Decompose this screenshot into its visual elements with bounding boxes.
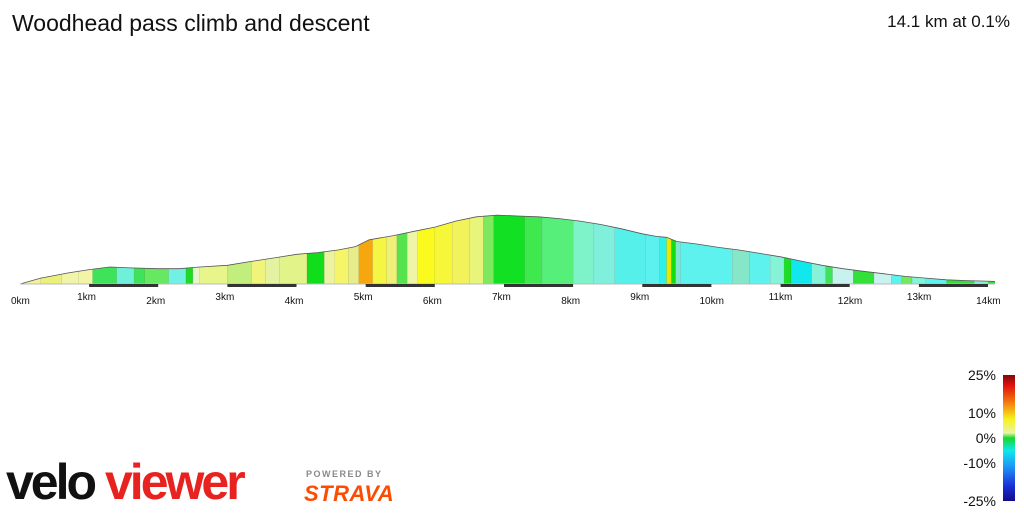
gradient-segment [92,215,117,284]
gradient-segment [770,215,785,284]
gradient-segment [227,215,252,284]
x-tick-label: 5km [354,292,373,303]
km-band [227,284,297,287]
x-tick-label: 8km [561,296,580,307]
legend-label: 0% [976,430,996,446]
legend-label: -25% [963,493,996,509]
gradient-segment [61,215,79,284]
km-band [918,284,988,287]
gradient-segment [168,215,187,284]
x-tick-label: 11km [769,292,793,303]
gradient-segment [279,215,308,284]
gradient-segment [614,215,647,284]
gradient-segment [192,215,200,284]
x-tick-label: 0km [11,296,30,307]
x-tick-label: 2km [146,296,165,307]
gradient-segment [469,215,484,284]
gradient-legend-bar [1003,375,1015,501]
gradient-segment [524,215,543,284]
elevation-profile-chart: 0km 1km 2km 3km 4km 5km 6km 7km 8km 9km 10km 11km 12… [11,214,1001,307]
gradient-segment [825,215,833,284]
gradient-segments [20,215,995,284]
strava-logo: STRAVA [304,481,395,506]
km-band [642,284,712,287]
gradient-segment [493,215,526,284]
gradient-segment [452,215,470,284]
km-band [780,284,850,287]
x-tick-label: 7km [492,292,511,303]
veloviewer-logo-velo: velo [6,454,96,510]
gradient-segment [407,215,418,284]
x-tick-label: 14km [976,296,1000,307]
route-summary: 14.1 km at 0.1% [887,12,1010,31]
veloviewer-logo-viewer: viewer [105,454,245,510]
gradient-legend-labels: 25% 10% 0% -10% -25% [963,367,996,509]
gradient-segment [144,215,169,284]
x-tick-label: 9km [630,292,649,303]
km-band [504,284,574,287]
gradient-segment [925,215,947,284]
gradient-segment [40,215,62,284]
gradient-segment [732,215,750,284]
gradient-segment [832,215,854,284]
gradient-segment [20,215,41,284]
gradient-segment [671,215,676,284]
gradient-segment [891,215,902,284]
gradient-segment [133,215,145,284]
km-band [89,284,159,287]
gradient-segment [680,215,733,284]
gradient-segment [811,215,826,284]
km-band [365,284,435,287]
km-bands [89,284,988,287]
legend-label: 25% [968,367,996,383]
gradient-segment [483,215,494,284]
gradient-segment [417,215,436,284]
x-tick-label: 10km [700,296,724,307]
x-tick-label: 13km [907,292,931,303]
x-tick-label: 4km [285,296,304,307]
gradient-segment [873,215,892,284]
gradient-segment [348,215,360,284]
legend-label: -10% [963,455,996,471]
gradient-segment [306,215,325,284]
powered-by-label: POWERED BY [306,469,383,479]
gradient-segment [987,215,995,284]
gradient-segment [645,215,660,284]
gradient-segment [324,215,335,284]
gradient-segment [116,215,135,284]
gradient-segment [185,215,194,284]
gradient-segment [946,215,975,284]
gradient-segment [265,215,280,284]
x-tick-label: 1km [77,292,96,303]
gradient-segment [675,215,681,284]
gradient-segment [790,215,812,284]
gradient-segment [659,215,667,284]
gradient-segment [358,215,373,284]
x-tick-label: 12km [838,296,862,307]
page-title: Woodhead pass climb and descent [12,10,370,36]
elevation-outline [19,214,996,285]
gradient-segment [396,215,408,284]
gradient-segment [386,215,398,284]
gradient-segment [901,215,913,284]
gradient-segment [783,215,792,284]
gradient-segment [334,215,349,284]
gradient-segment [573,215,595,284]
gradient-segment [911,215,927,284]
veloviewer-logo: velo viewer [6,446,296,512]
gradient-segment [434,215,453,284]
gradient-segment [251,215,266,284]
gradient-segment [593,215,615,284]
x-tick-label: 6km [423,296,442,307]
legend-label: 10% [968,405,996,421]
x-axis-ticks: 0km 1km 2km 3km 4km 5km 6km 7km 8km 9km 10km 11km 12… [11,292,1001,307]
gradient-segment [749,215,771,284]
gradient-segment [541,215,574,284]
gradient-segment [199,215,228,284]
gradient-segment [974,215,989,284]
x-tick-label: 3km [215,292,234,303]
